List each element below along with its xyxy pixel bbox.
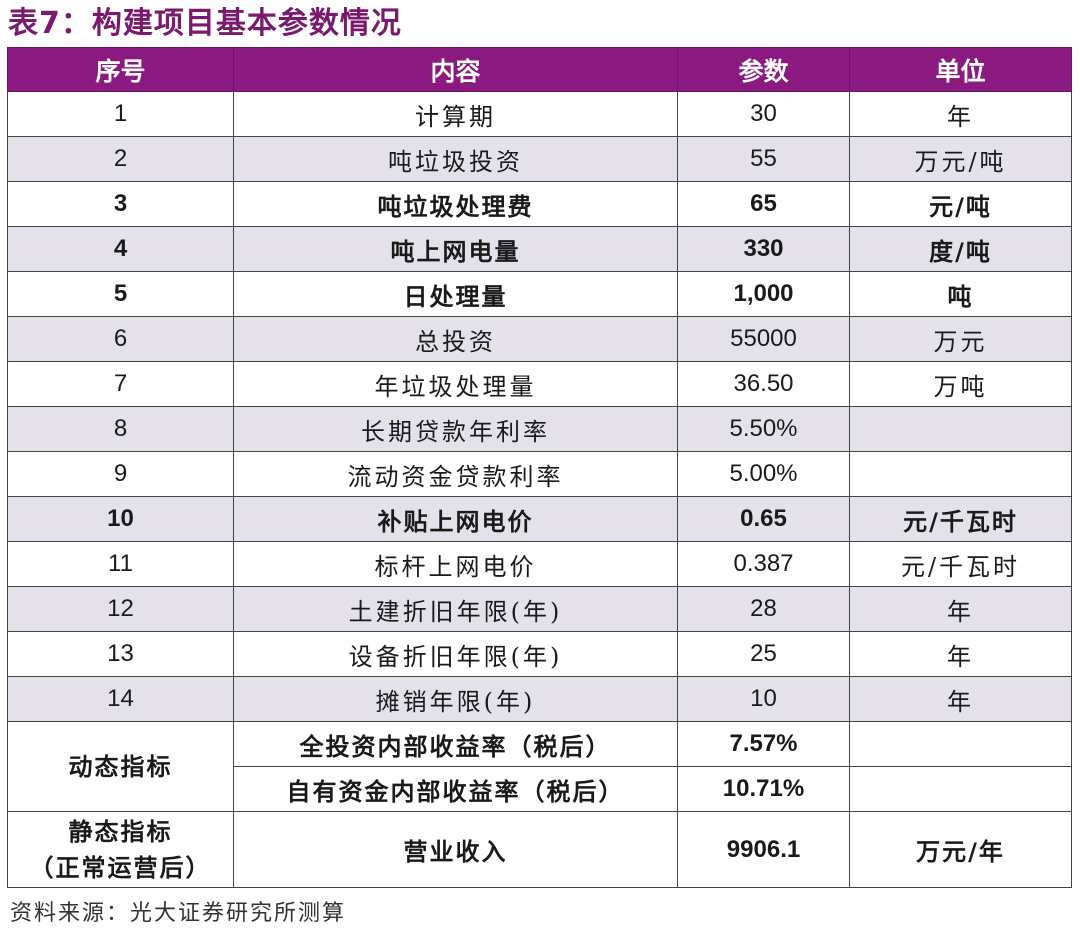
row-seq: 4	[7, 226, 234, 272]
row-seq: 3	[7, 181, 234, 227]
table-row: 7 年垃圾处理量 36.50 万吨	[7, 361, 1072, 407]
row-seq: 11	[7, 541, 234, 587]
row-unit: 万吨	[849, 361, 1072, 407]
header-content: 内容	[233, 47, 678, 92]
row-content: 吨垃圾处理费	[233, 181, 678, 227]
row-seq: 7	[7, 361, 234, 407]
row-unit: 万元	[849, 316, 1072, 362]
dynamic-indicator-label: 动态指标	[7, 721, 234, 812]
dynamic-item-unit	[849, 766, 1072, 812]
row-content: 总投资	[233, 316, 678, 362]
header-param: 参数	[677, 47, 850, 92]
row-seq: 2	[7, 136, 234, 182]
row-param: 36.50	[677, 361, 850, 407]
row-content: 设备折旧年限(年)	[233, 631, 678, 677]
row-param: 1,000	[677, 271, 850, 317]
row-param: 30	[677, 91, 850, 137]
row-unit: 年	[849, 676, 1072, 722]
header-unit: 单位	[849, 47, 1072, 92]
table-row: 5 日处理量 1,000 吨	[7, 271, 1072, 317]
dynamic-item-unit	[849, 721, 1072, 767]
row-content: 计算期	[233, 91, 678, 137]
row-unit: 万元/吨	[849, 136, 1072, 182]
dynamic-item-content: 自有资金内部收益率（税后）	[233, 766, 678, 812]
table-row: 1 计算期 30 年	[7, 91, 1072, 137]
row-param: 55	[677, 136, 850, 182]
row-param: 5.50%	[677, 406, 850, 452]
dynamic-indicator-row: 自有资金内部收益率（税后） 10.71%	[8, 766, 1072, 812]
table-row: 11 标杆上网电价 0.387 元/千瓦时	[7, 541, 1072, 587]
dynamic-item-param: 7.57%	[677, 721, 850, 767]
row-unit: 度/吨	[849, 226, 1072, 272]
table-row: 13 设备折旧年限(年) 25 年	[7, 631, 1072, 677]
row-unit: 元/吨	[849, 181, 1072, 227]
table-row: 2 吨垃圾投资 55 万元/吨	[7, 136, 1072, 182]
row-seq: 14	[7, 676, 234, 722]
row-param: 28	[677, 586, 850, 632]
parameters-table: 序号 内容 参数 单位 1 计算期 30 年 2 吨垃圾投资 55 万元/吨 3…	[7, 47, 1072, 888]
row-unit: 元/千瓦时	[849, 541, 1072, 587]
row-content: 长期贷款年利率	[233, 406, 678, 452]
header-row: 序号 内容 参数 单位	[7, 47, 1072, 92]
table-row: 14 摊销年限(年) 10 年	[7, 676, 1072, 722]
row-unit	[849, 451, 1072, 497]
static-indicator-row: 静态指标 （正常运营后） 营业收入 9906.1 万元/年	[7, 811, 1072, 888]
table-row: 4 吨上网电量 330 度/吨	[7, 226, 1072, 272]
row-param: 0.65	[677, 496, 850, 542]
static-item-content: 营业收入	[233, 811, 678, 888]
row-content: 年垃圾处理量	[233, 361, 678, 407]
row-param: 65	[677, 181, 850, 227]
row-param: 330	[677, 226, 850, 272]
row-content: 土建折旧年限(年)	[233, 586, 678, 632]
row-unit: 年	[849, 586, 1072, 632]
row-unit: 年	[849, 91, 1072, 137]
row-seq: 1	[7, 91, 234, 137]
table-row: 6 总投资 55000 万元	[7, 316, 1072, 362]
table-row: 9 流动资金贷款利率 5.00%	[7, 451, 1072, 497]
static-item-unit: 万元/年	[849, 811, 1072, 888]
row-unit: 元/千瓦时	[849, 496, 1072, 542]
row-unit	[849, 406, 1072, 452]
row-seq: 8	[7, 406, 234, 452]
row-unit: 年	[849, 631, 1072, 677]
dynamic-item-param: 10.71%	[677, 766, 850, 812]
row-content: 吨上网电量	[233, 226, 678, 272]
row-param: 55000	[677, 316, 850, 362]
table-title: 表7：构建项目基本参数情况	[8, 6, 402, 41]
static-label-line2: （正常运营后）	[29, 853, 212, 882]
dynamic-item-content: 全投资内部收益率（税后）	[233, 721, 678, 767]
row-seq: 9	[7, 451, 234, 497]
static-item-param: 9906.1	[677, 811, 850, 888]
row-param: 0.387	[677, 541, 850, 587]
row-param: 10	[677, 676, 850, 722]
row-seq: 13	[7, 631, 234, 677]
row-content: 日处理量	[233, 271, 678, 317]
row-content: 摊销年限(年)	[233, 676, 678, 722]
header-seq: 序号	[7, 47, 234, 92]
table-row: 3 吨垃圾处理费 65 元/吨	[7, 181, 1072, 227]
static-label-line1: 静态指标	[68, 817, 173, 846]
row-seq: 5	[7, 271, 234, 317]
row-content: 标杆上网电价	[233, 541, 678, 587]
static-indicator-label: 静态指标 （正常运营后）	[7, 811, 234, 888]
row-content: 补贴上网电价	[233, 496, 678, 542]
row-param: 5.00%	[677, 451, 850, 497]
table-row: 8 长期贷款年利率 5.50%	[7, 406, 1072, 452]
row-unit: 吨	[849, 271, 1072, 317]
dynamic-indicator-row: 动态指标 全投资内部收益率（税后） 7.57%	[7, 721, 1072, 812]
table-row: 12 土建折旧年限(年) 28 年	[7, 586, 1072, 632]
row-param: 25	[677, 631, 850, 677]
source-note: 资料来源：光大证券研究所测算	[10, 901, 347, 926]
row-content: 流动资金贷款利率	[233, 451, 678, 497]
row-seq: 6	[7, 316, 234, 362]
row-seq: 12	[7, 586, 234, 632]
row-content: 吨垃圾投资	[233, 136, 678, 182]
row-seq: 10	[7, 496, 234, 542]
table-row: 10 补贴上网电价 0.65 元/千瓦时	[7, 496, 1072, 542]
